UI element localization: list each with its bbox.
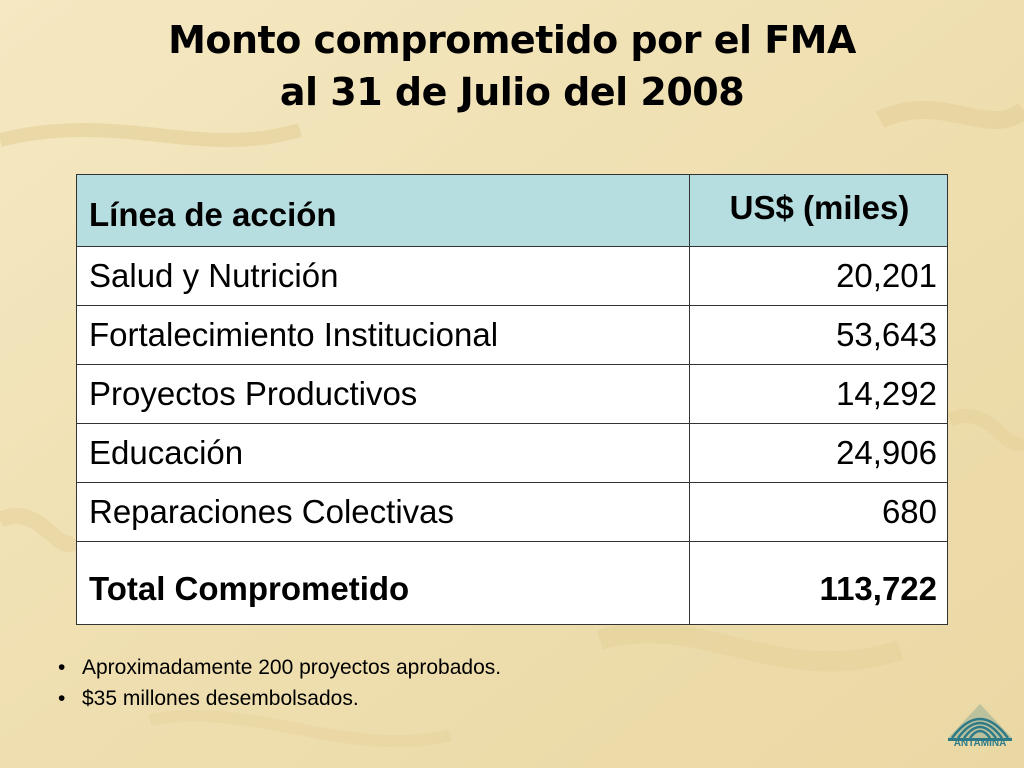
commitment-table: Línea de acción US$ (miles) Salud y Nutr… xyxy=(76,174,948,625)
header-usd-miles: US$ (miles) xyxy=(689,174,948,247)
row-label: Fortalecimiento Institucional xyxy=(76,305,690,365)
table-row: Salud y Nutrición 20,201 xyxy=(76,246,948,306)
logo-text: ANTAMINA xyxy=(953,738,1007,749)
slide-title: Monto comprometido por el FMA al 31 de J… xyxy=(0,14,1024,118)
bullet-list: Aproximadamente 200 proyectos aprobados.… xyxy=(58,652,501,714)
table-row: Educación 24,906 xyxy=(76,423,948,483)
row-value: 53,643 xyxy=(689,305,948,365)
table-header-row: Línea de acción US$ (miles) xyxy=(76,174,948,247)
total-value: 113,722 xyxy=(689,541,948,625)
row-value: 14,292 xyxy=(689,364,948,424)
table-row: Proyectos Productivos 14,292 xyxy=(76,364,948,424)
row-label: Reparaciones Colectivas xyxy=(76,482,690,542)
total-label: Total Comprometido xyxy=(76,541,690,625)
title-line-2: al 31 de Julio del 2008 xyxy=(279,70,745,114)
row-label: Salud y Nutrición xyxy=(76,246,690,306)
title-line-1: Monto comprometido por el FMA xyxy=(168,18,856,62)
total-row: Total Comprometido 113,722 xyxy=(76,541,948,625)
row-value: 20,201 xyxy=(689,246,948,306)
bullet-item: $35 millones desembolsados. xyxy=(58,683,501,714)
header-linea-de-accion: Línea de acción xyxy=(76,174,690,247)
antamina-logo-icon xyxy=(948,704,1012,741)
table-row: Reparaciones Colectivas 680 xyxy=(76,482,948,542)
table-row: Fortalecimiento Institucional 53,643 xyxy=(76,305,948,365)
bullet-item: Aproximadamente 200 proyectos aprobados. xyxy=(58,652,501,683)
row-value: 680 xyxy=(689,482,948,542)
row-value: 24,906 xyxy=(689,423,948,483)
row-label: Educación xyxy=(76,423,690,483)
row-label: Proyectos Productivos xyxy=(76,364,690,424)
